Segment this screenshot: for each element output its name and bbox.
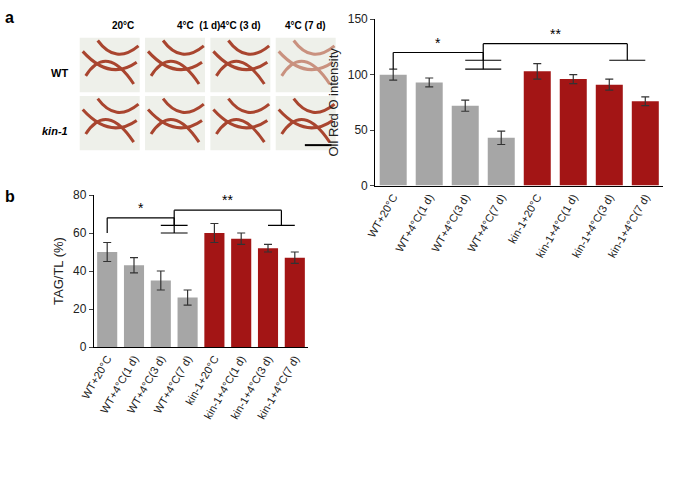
svg-text:a: a — [5, 9, 14, 26]
svg-text:Oil Red O intensity: Oil Red O intensity — [326, 48, 341, 157]
svg-text:40: 40 — [73, 264, 87, 278]
svg-text:WT+4°C(3 d): WT+4°C(3 d) — [125, 353, 168, 415]
svg-text:kin-1+20°C: kin-1+20°C — [183, 353, 221, 407]
svg-text:0: 0 — [361, 179, 368, 193]
svg-text:WT+20°C: WT+20°C — [79, 353, 113, 401]
svg-text:WT+4°C(1 d): WT+4°C(1 d) — [393, 192, 436, 254]
svg-text:20°C: 20°C — [112, 20, 134, 31]
svg-text:60: 60 — [73, 226, 87, 240]
svg-text:WT+4°C(7 d): WT+4°C(7 d) — [465, 192, 508, 254]
svg-text:*: * — [435, 35, 441, 51]
svg-text:kin-1+20°C: kin-1+20°C — [506, 192, 544, 246]
svg-text:100: 100 — [348, 68, 368, 82]
svg-text:**: ** — [222, 192, 233, 208]
svg-text:kin-1+4°C(1 d): kin-1+4°C(1 d) — [534, 192, 580, 260]
svg-text:kin-1+4°C(1 d): kin-1+4°C(1 d) — [202, 353, 248, 421]
svg-text:*: * — [138, 200, 144, 216]
svg-text:WT+4°C(1 d): WT+4°C(1 d) — [98, 353, 141, 415]
svg-text:WT+4°C(7 d): WT+4°C(7 d) — [151, 353, 194, 415]
svg-text:kin-1+4°C(7 d): kin-1+4°C(7 d) — [255, 353, 301, 421]
svg-text:WT+20°C: WT+20°C — [365, 192, 399, 240]
svg-text:150: 150 — [348, 12, 368, 26]
svg-text:kin-1+4°C(3 d): kin-1+4°C(3 d) — [570, 192, 616, 260]
svg-text:50: 50 — [354, 123, 368, 137]
svg-text:4°C (1 d): 4°C (1 d) — [177, 20, 220, 31]
svg-text:20: 20 — [73, 302, 87, 316]
svg-text:kin-1+4°C(3 d): kin-1+4°C(3 d) — [228, 353, 274, 421]
svg-text:WT: WT — [51, 67, 68, 79]
svg-text:**: ** — [550, 26, 561, 42]
svg-text:b: b — [5, 188, 15, 205]
svg-text:kin-1: kin-1 — [42, 125, 68, 137]
svg-text:0: 0 — [80, 340, 87, 354]
svg-text:4°C (7 d): 4°C (7 d) — [285, 20, 326, 31]
svg-text:TAG/TL (%): TAG/TL (%) — [51, 237, 66, 305]
svg-text:kin-1+4°C(7 d): kin-1+4°C(7 d) — [606, 192, 652, 260]
svg-text:4°C (3 d): 4°C (3 d) — [220, 20, 261, 31]
svg-text:80: 80 — [73, 188, 87, 202]
svg-text:WT+4°C(3 d): WT+4°C(3 d) — [429, 192, 472, 254]
